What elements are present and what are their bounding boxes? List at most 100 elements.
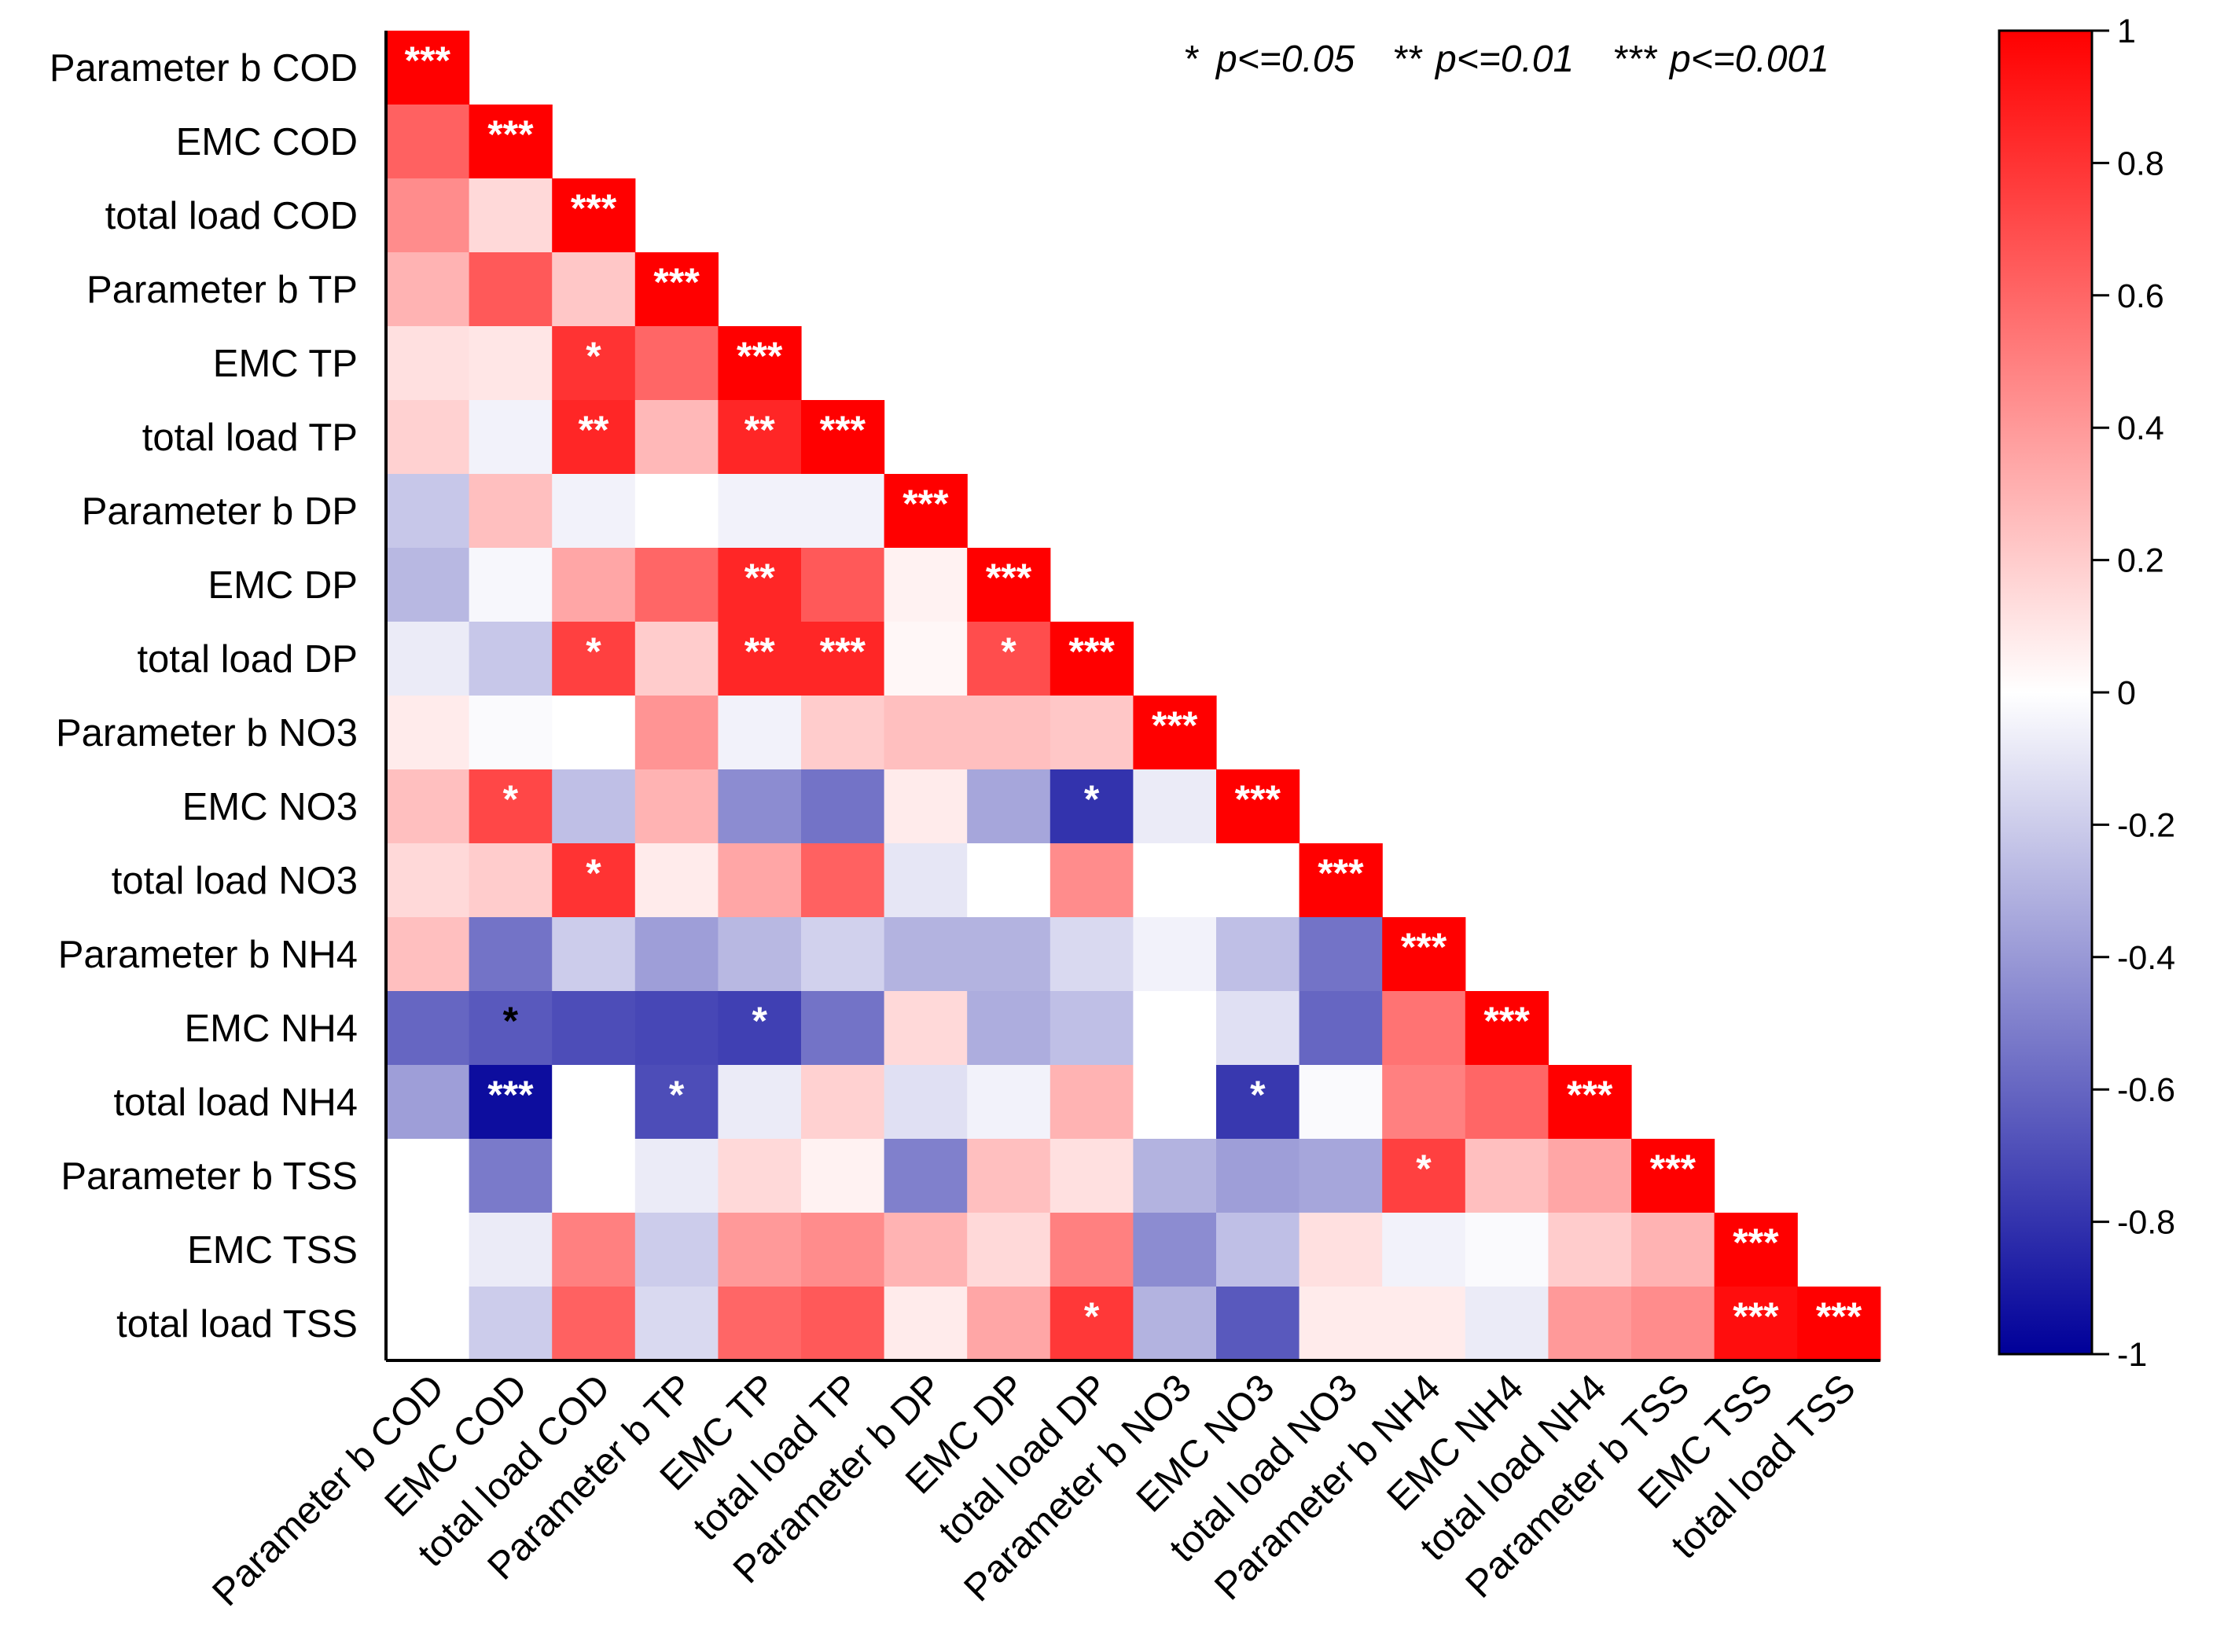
cell-r13-c12 — [1299, 917, 1383, 992]
cell-r17-c14 — [1465, 1213, 1549, 1287]
row-label-total-load-tp: total load TP — [142, 417, 358, 459]
cell-r11-c5 — [718, 769, 802, 844]
cell-r10-c8 — [967, 696, 1051, 770]
cell-r14-c5 — [718, 991, 802, 1066]
cell-r8-c8 — [967, 548, 1051, 622]
cell-r17-c5 — [718, 1213, 802, 1287]
colorbar-tick-label-2: 0.6 — [2117, 277, 2164, 315]
significance-star-r12-c12: *** — [1318, 851, 1364, 895]
significance-star-r6-c3: ** — [579, 408, 609, 452]
cell-r9-c3 — [552, 622, 636, 696]
cell-r18-c7 — [884, 1287, 968, 1361]
significance-star-r15-c2: *** — [487, 1073, 534, 1117]
row-label-emc-nh4: EMC NH4 — [184, 1008, 358, 1050]
significance-star-r9-c8: * — [1001, 630, 1016, 674]
cell-r16-c11 — [1216, 1139, 1300, 1213]
row-label-parameter-b-tp: Parameter b TP — [86, 269, 358, 311]
cell-r9-c2 — [469, 622, 553, 696]
cell-r11-c8 — [967, 769, 1051, 844]
cell-r9-c4 — [634, 622, 719, 696]
cell-r17-c7 — [884, 1213, 968, 1287]
cell-r12-c4 — [634, 843, 719, 918]
cell-r13-c13 — [1382, 917, 1466, 992]
cell-r8-c3 — [552, 548, 636, 622]
significance-star-r11-c11: *** — [1235, 777, 1281, 821]
row-label-emc-dp: EMC DP — [208, 564, 358, 607]
cell-r12-c1 — [386, 843, 470, 918]
cell-r18-c4 — [634, 1287, 719, 1361]
cell-r13-c1 — [386, 917, 470, 992]
cell-r17-c6 — [801, 1213, 885, 1287]
cell-r11-c4 — [634, 769, 719, 844]
significance-star-r11-c9: * — [1084, 777, 1100, 821]
cell-r15-c2 — [469, 1065, 553, 1140]
row-label-parameter-b-dp: Parameter b DP — [82, 490, 358, 533]
heatmap-cells — [386, 31, 1881, 1361]
cell-r7-c2 — [469, 474, 553, 549]
cell-r18-c8 — [967, 1287, 1051, 1361]
cell-r14-c4 — [634, 991, 719, 1066]
cell-r5-c1 — [386, 326, 470, 401]
cell-r18-c14 — [1465, 1287, 1549, 1361]
significance-star-r14-c2: * — [503, 999, 519, 1043]
colorbar-gradient — [1998, 29, 2094, 1356]
cell-r12-c6 — [801, 843, 885, 918]
significance-star-r15-c11: * — [1250, 1073, 1266, 1117]
significance-star-r13-c13: *** — [1401, 925, 1447, 969]
cell-r9-c7 — [884, 622, 968, 696]
cell-r6-c4 — [634, 400, 719, 475]
cell-r15-c7 — [884, 1065, 968, 1140]
significance-star-r9-c9: *** — [1068, 630, 1115, 674]
significance-star-r7-c7: *** — [902, 482, 949, 526]
colorbar-tick-label-6: -0.2 — [2117, 806, 2175, 844]
cell-r10-c6 — [801, 696, 885, 770]
cell-r14-c3 — [552, 991, 636, 1066]
legend-item-2-stars: ** — [1394, 39, 1423, 80]
cell-r1-c1 — [386, 31, 470, 105]
significance-star-r18-c17: *** — [1733, 1294, 1779, 1338]
cell-r14-c14 — [1465, 991, 1549, 1066]
colorbar-tick-label-9: -0.8 — [2117, 1204, 2175, 1242]
cell-r16-c2 — [469, 1139, 553, 1213]
cell-r16-c16 — [1631, 1139, 1715, 1213]
cell-r18-c6 — [801, 1287, 885, 1361]
cell-r14-c7 — [884, 991, 968, 1066]
cell-r4-c1 — [386, 252, 470, 327]
cell-r9-c6 — [801, 622, 885, 696]
cell-r14-c11 — [1216, 991, 1300, 1066]
cell-r16-c14 — [1465, 1139, 1549, 1213]
cell-r13-c11 — [1216, 917, 1300, 992]
cell-r13-c5 — [718, 917, 802, 992]
cell-r15-c3 — [552, 1065, 636, 1140]
cell-r8-c5 — [718, 548, 802, 622]
cell-r18-c16 — [1631, 1287, 1715, 1361]
significance-star-r6-c6: *** — [820, 408, 866, 452]
cell-r14-c13 — [1382, 991, 1466, 1066]
significance-stars: ************* ***** ** ******** **** ** *** * **… — [405, 39, 1862, 1338]
cell-r5-c2 — [469, 326, 553, 401]
cell-r13-c9 — [1050, 917, 1134, 992]
cell-r15-c1 — [386, 1065, 470, 1140]
cell-r18-c3 — [552, 1287, 636, 1361]
cell-r17-c10 — [1133, 1213, 1217, 1287]
cell-r18-c17 — [1714, 1287, 1798, 1361]
legend-item-2-threshold: p<=0.01 — [1434, 39, 1574, 80]
cell-r18-c15 — [1548, 1287, 1632, 1361]
cell-r16-c8 — [967, 1139, 1051, 1213]
significance-star-r15-c4: * — [669, 1073, 685, 1117]
cell-r14-c6 — [801, 991, 885, 1066]
significance-star-r10-c10: *** — [1152, 703, 1198, 747]
cell-r3-c3 — [552, 178, 636, 253]
cell-r18-c13 — [1382, 1287, 1466, 1361]
cell-r6-c3 — [552, 400, 636, 475]
significance-star-r4-c4: *** — [653, 260, 700, 304]
cell-r18-c10 — [1133, 1287, 1217, 1361]
cell-r11-c9 — [1050, 769, 1134, 844]
significance-star-r8-c5: ** — [744, 556, 775, 600]
cell-r12-c8 — [967, 843, 1051, 918]
cell-r16-c5 — [718, 1139, 802, 1213]
colorbar-tick-label-3: 0.4 — [2117, 409, 2164, 447]
cell-r7-c3 — [552, 474, 636, 549]
colorbar-tick-label-5: 0 — [2117, 674, 2136, 712]
